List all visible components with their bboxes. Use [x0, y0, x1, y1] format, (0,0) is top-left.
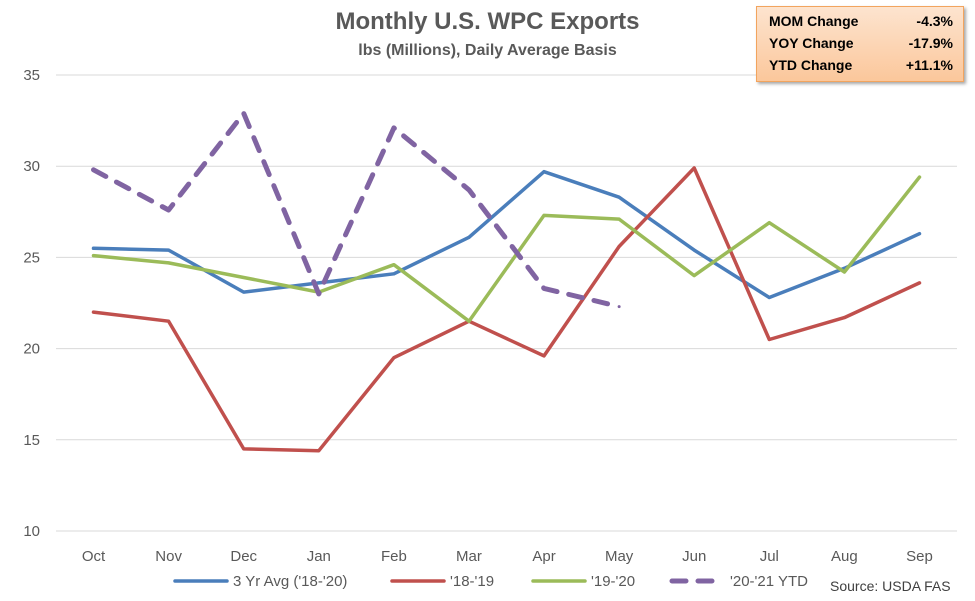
- change-summary-box: MOM Change -4.3% YOY Change -17.9% YTD C…: [756, 6, 964, 82]
- y-tick-label: 20: [23, 341, 40, 358]
- x-tick-label: Jun: [682, 548, 706, 565]
- legend-label: '19-'20: [591, 573, 635, 590]
- data-point: [167, 261, 171, 265]
- series-line: [91, 169, 922, 300]
- legend-entry: '20-'21 YTD: [669, 573, 808, 590]
- y-tick-label: 30: [23, 158, 40, 175]
- data-point: [917, 281, 921, 285]
- data-point: [167, 319, 171, 323]
- legend-label: '20-'21 YTD: [730, 573, 808, 590]
- change-label: YOY Change: [769, 35, 854, 51]
- chart-subtitle: lbs (Millions), Daily Average Basis: [358, 42, 617, 59]
- series-line: [91, 110, 622, 310]
- change-label: YTD Change: [769, 57, 853, 73]
- legend-entry: '18-'19: [390, 573, 494, 590]
- legend-entry: '19-'20: [531, 573, 635, 590]
- data-point: [767, 337, 771, 341]
- data-point: [92, 246, 96, 250]
- data-point: [617, 195, 621, 199]
- change-value: -17.9%: [908, 35, 953, 51]
- x-axis-ticks: Oct Nov Dec Jan Feb Mar Apr May Jun Jul Aug Sep: [82, 548, 933, 565]
- legend: 3 Yr Avg ('18-'20) '18-'19 '19-'20 '20-'21 …: [173, 573, 808, 590]
- x-tick-label: Mar: [456, 548, 482, 565]
- change-value: -4.3%: [916, 13, 953, 29]
- data-point: [542, 170, 546, 174]
- y-tick-label: 35: [23, 67, 40, 84]
- series-line: [91, 175, 922, 323]
- data-point: [692, 274, 696, 278]
- data-point: [317, 281, 321, 285]
- x-tick-label: Feb: [381, 548, 407, 565]
- data-point: [692, 248, 696, 252]
- x-tick-label: Jul: [760, 548, 779, 565]
- series: [91, 175, 922, 323]
- data-point: [842, 316, 846, 320]
- data-point: [617, 217, 621, 221]
- chart-title: Monthly U.S. WPC Exports: [335, 8, 640, 35]
- data-point: [242, 447, 246, 451]
- series: [91, 169, 922, 300]
- legend-label: '18-'19: [450, 573, 494, 590]
- data-point: [467, 319, 471, 323]
- data-point: [467, 235, 471, 239]
- legend-entry: 3 Yr Avg ('18-'20): [173, 573, 347, 590]
- x-tick-label: Sep: [906, 548, 933, 565]
- x-tick-label: Aug: [831, 548, 858, 565]
- data-point: [392, 126, 396, 130]
- change-row-yoy: YOY Change -17.9%: [769, 35, 953, 57]
- data-point: [92, 168, 96, 172]
- data-point: [167, 208, 171, 212]
- series-lines: [91, 110, 922, 453]
- x-tick-label: Dec: [230, 548, 257, 565]
- data-point: [242, 275, 246, 279]
- change-row-mom: MOM Change -4.3%: [769, 13, 953, 35]
- data-point: [392, 263, 396, 267]
- y-tick-label: 25: [23, 249, 40, 266]
- data-point: [242, 290, 246, 294]
- data-point: [167, 248, 171, 252]
- data-point: [917, 175, 921, 179]
- data-point: [542, 286, 546, 290]
- y-axis-ticks: 10 15 20 25 30 35: [23, 67, 40, 540]
- data-point: [617, 305, 621, 309]
- y-tick-label: 15: [23, 432, 40, 449]
- data-point: [392, 356, 396, 360]
- change-value: +11.1%: [905, 57, 953, 73]
- data-point: [692, 166, 696, 170]
- data-point: [92, 310, 96, 314]
- data-point: [767, 296, 771, 300]
- x-tick-label: May: [605, 548, 634, 565]
- series: [91, 110, 622, 310]
- data-point: [242, 111, 246, 115]
- data-point: [392, 272, 396, 276]
- data-point: [317, 449, 321, 453]
- x-tick-label: Nov: [155, 548, 182, 565]
- data-point: [317, 292, 321, 296]
- data-point: [542, 213, 546, 217]
- data-point: [542, 354, 546, 358]
- data-point: [467, 188, 471, 192]
- x-tick-label: Apr: [532, 548, 555, 565]
- data-point: [92, 254, 96, 258]
- legend-label: 3 Yr Avg ('18-'20): [233, 573, 347, 590]
- series: [91, 166, 922, 453]
- gridlines: [56, 74, 957, 532]
- data-point: [767, 221, 771, 225]
- change-row-ytd: YTD Change +11.1%: [769, 57, 953, 79]
- x-tick-label: Jan: [307, 548, 331, 565]
- source-note: Source: USDA FAS: [830, 578, 951, 594]
- series-line: [91, 166, 922, 453]
- data-point: [617, 244, 621, 248]
- data-point: [917, 232, 921, 236]
- change-label: MOM Change: [769, 13, 859, 29]
- x-tick-label: Oct: [82, 548, 106, 565]
- y-tick-label: 10: [23, 523, 40, 540]
- data-point: [842, 270, 846, 274]
